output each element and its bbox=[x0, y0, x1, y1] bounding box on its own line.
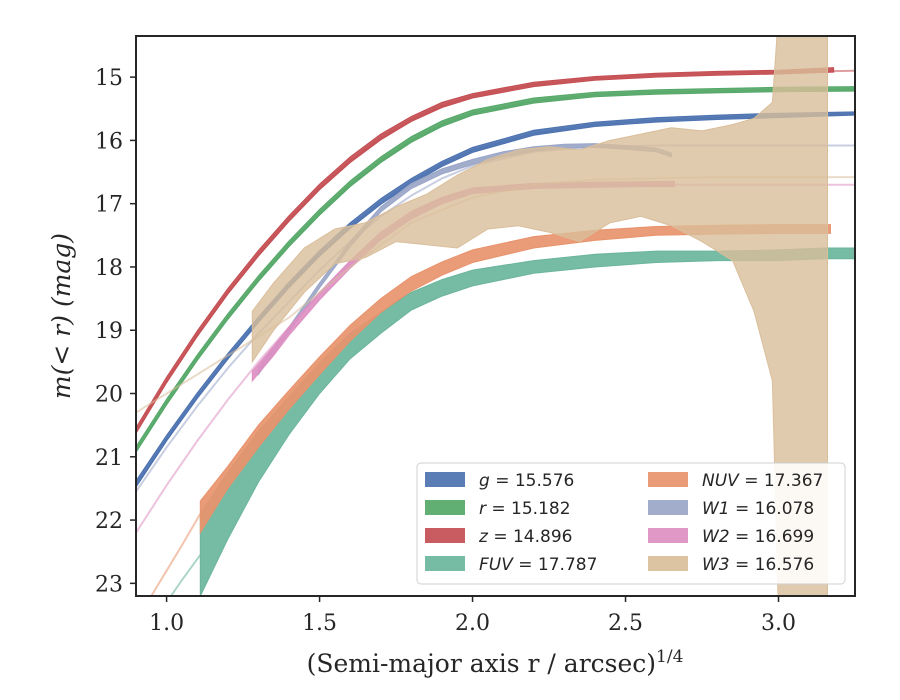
x-tick-label: 1.5 bbox=[302, 611, 337, 636]
y-tick-label: 16 bbox=[95, 129, 123, 154]
x-axis-label-text: (Semi-major axis r / arcsec) bbox=[307, 649, 656, 678]
plot-area bbox=[136, 36, 855, 596]
x-axis-label-exponent: 1/4 bbox=[656, 647, 683, 667]
x-tick-label: 1.0 bbox=[149, 611, 184, 636]
legend-label-w1: W1 = 16.078 bbox=[702, 499, 814, 519]
x-tick-label: 2.0 bbox=[455, 611, 490, 636]
model-curve-fuv bbox=[169, 554, 202, 596]
y-tick-label: 20 bbox=[95, 383, 123, 408]
x-tick-label: 2.5 bbox=[608, 611, 643, 636]
y-axis-label: m(< r) (mag) bbox=[47, 233, 76, 399]
y-tick-label: 19 bbox=[95, 319, 123, 344]
legend-swatch-w2 bbox=[648, 528, 688, 543]
legend-label-z: z = 14.896 bbox=[478, 527, 572, 547]
legend-swatch-g bbox=[425, 472, 465, 487]
legend-label-w2: W2 = 16.699 bbox=[702, 527, 814, 547]
legend-frame bbox=[416, 462, 846, 585]
legend-label-nuv: NUV = 17.367 bbox=[702, 471, 823, 491]
legend-label-g: g = 15.576 bbox=[479, 471, 574, 491]
y-tick-label: 23 bbox=[95, 572, 123, 597]
legend-swatch-w3 bbox=[648, 556, 688, 571]
legend-label-fuv: FUV = 17.787 bbox=[479, 555, 597, 575]
data-band-r bbox=[136, 86, 855, 454]
legend-label-w3: W3 = 16.576 bbox=[702, 555, 814, 575]
legend-swatch-fuv bbox=[425, 556, 465, 571]
data-band-nuv bbox=[199, 224, 831, 535]
legend-swatch-r bbox=[425, 500, 465, 515]
x-axis-label: (Semi-major axis r / arcsec)1/4 bbox=[307, 647, 684, 678]
data-band-z bbox=[136, 67, 835, 435]
axis-ticks: 1.0 1.5 2.0 2.5 3.0 15 16 17 18 19 20 21 22 23 bbox=[95, 66, 796, 636]
x-tick-label: 3.0 bbox=[761, 611, 796, 636]
y-tick-label: 22 bbox=[95, 509, 123, 534]
legend-swatch-z bbox=[425, 528, 465, 543]
legend: g = 15.576 r = 15.182 z = 14.896 FUV = 17.7… bbox=[416, 462, 846, 585]
y-tick-label: 17 bbox=[95, 193, 123, 218]
model-curve-nuv bbox=[150, 513, 202, 596]
plot-frame bbox=[135, 35, 856, 597]
y-tick-label: 18 bbox=[95, 256, 123, 281]
data-band-w3 bbox=[251, 36, 828, 596]
y-tick-label: 21 bbox=[95, 446, 123, 471]
legend-swatch-w1 bbox=[648, 500, 688, 515]
legend-swatch-nuv bbox=[648, 472, 688, 487]
legend-label-r: r = 15.182 bbox=[479, 499, 571, 519]
y-tick-label: 15 bbox=[95, 66, 123, 91]
